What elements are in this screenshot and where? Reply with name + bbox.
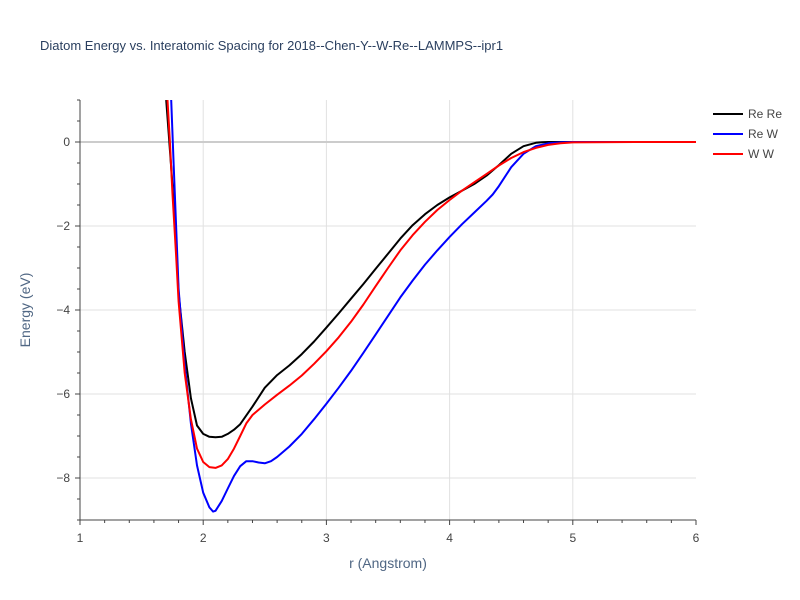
y-axis-title: Energy (eV) bbox=[17, 273, 33, 348]
legend-item-w-w[interactable]: W W bbox=[713, 147, 775, 161]
x-tick-label: 4 bbox=[446, 531, 453, 545]
y-tick-label: −4 bbox=[56, 303, 70, 317]
series-line-re-re bbox=[165, 100, 696, 439]
y-tick-label: 0 bbox=[63, 135, 70, 149]
legend[interactable]: Re Re Re W W W bbox=[713, 107, 782, 161]
x-tick-label: 2 bbox=[200, 531, 207, 545]
grid bbox=[80, 100, 696, 520]
plot-area bbox=[165, 100, 696, 513]
x-tick-label: 6 bbox=[693, 531, 700, 545]
x-axis-title: r (Angstrom) bbox=[349, 555, 427, 571]
legend-item-re-re[interactable]: Re Re bbox=[713, 107, 782, 121]
axes: 1 2 3 4 5 6 0 −2 −4 −6 −8 bbox=[56, 99, 700, 545]
y-tick-label: −8 bbox=[56, 471, 70, 485]
legend-item-re-w[interactable]: Re W bbox=[713, 127, 779, 141]
chart-title: Diatom Energy vs. Interatomic Spacing fo… bbox=[40, 38, 503, 53]
y-tick-label: −6 bbox=[56, 387, 70, 401]
series-line-re-w bbox=[170, 100, 696, 513]
x-tick-label: 3 bbox=[323, 531, 330, 545]
series-line-w-w bbox=[166, 100, 696, 469]
legend-label: Re W bbox=[748, 127, 779, 141]
legend-label: W W bbox=[748, 147, 775, 161]
x-tick-label: 1 bbox=[77, 531, 84, 545]
legend-label: Re Re bbox=[748, 107, 782, 121]
x-tick-label: 5 bbox=[569, 531, 576, 545]
y-tick-label: −2 bbox=[56, 219, 70, 233]
